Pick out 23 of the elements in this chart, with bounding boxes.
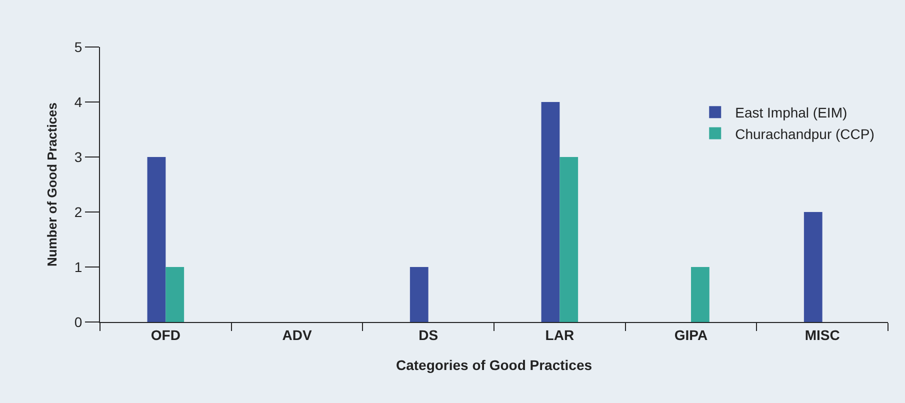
bar [560, 157, 578, 322]
legend-label: Churachandpur (CCP) [735, 126, 874, 142]
y-tick-label: 2 [74, 204, 82, 220]
x-tick-label: ADV [282, 326, 312, 343]
bar [166, 267, 184, 322]
y-axis-title: Number of Good Practices [44, 102, 60, 266]
bar [541, 102, 560, 322]
bar [147, 157, 166, 322]
x-tick-label: GIPA [674, 326, 708, 343]
x-axis-title: Categories of Good Practices [396, 357, 592, 374]
x-tick-label: DS [418, 326, 438, 343]
x-tick-label: LAR [545, 326, 574, 343]
x-tick-label: MISC [804, 326, 840, 343]
legend-label: East Imphal (EIM) [735, 104, 848, 121]
y-tick-label: 4 [74, 94, 82, 110]
bar [410, 267, 428, 322]
y-tick-label: 0 [74, 314, 82, 330]
y-tick-label: 5 [74, 38, 82, 55]
x-tick-label: OFD [150, 326, 180, 343]
y-tick-label: 3 [74, 148, 82, 165]
y-tick-label: 1 [74, 258, 82, 275]
bar [691, 267, 710, 322]
bar [804, 212, 822, 322]
